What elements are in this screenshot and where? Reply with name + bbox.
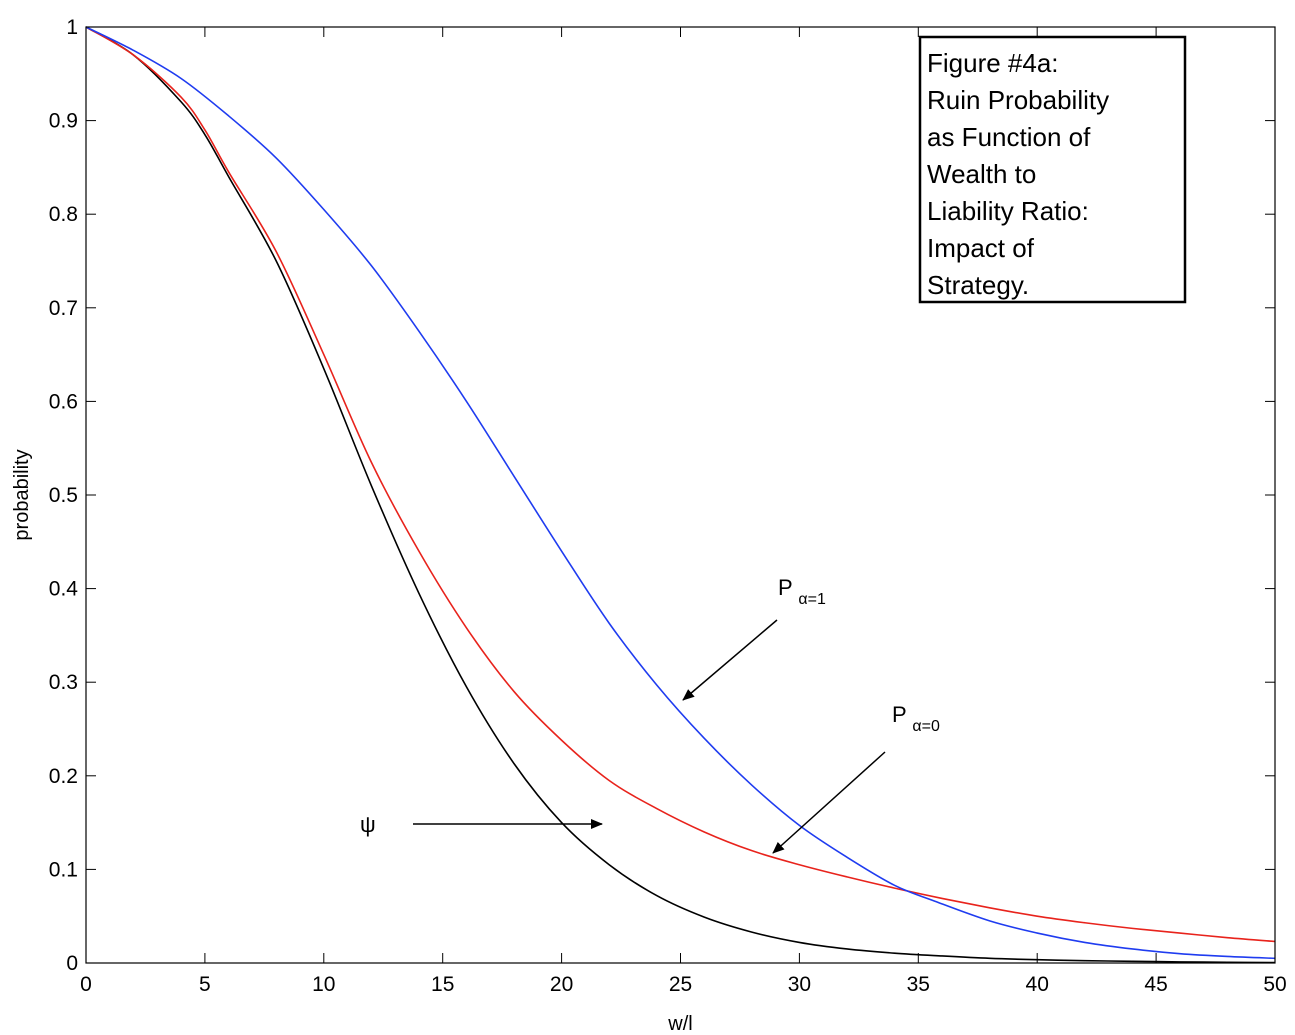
y-tick-label: 0.3 — [49, 671, 78, 694]
x-axis-label: w/l — [667, 1013, 692, 1035]
x-tick-label: 35 — [907, 973, 930, 996]
annotation-p-alpha-1-main: P — [778, 575, 792, 600]
y-tick-label: 0.8 — [49, 203, 78, 226]
svg-text:P α=0: P α=0 — [892, 702, 940, 735]
annotation-psi: ψ — [360, 812, 603, 837]
y-axis-label: probability — [11, 449, 33, 540]
x-tick-label: 25 — [669, 973, 692, 996]
caption-line: Liability Ratio: — [927, 196, 1089, 226]
y-tick-label: 0.5 — [49, 484, 78, 507]
y-tick-label: 1 — [66, 16, 78, 39]
y-tick-label: 0 — [66, 952, 78, 975]
x-tick-label: 40 — [1026, 973, 1049, 996]
x-tick-label: 10 — [312, 973, 335, 996]
annotation-p-alpha-0: P α=0 — [772, 702, 940, 854]
annotation-psi-label: ψ — [360, 812, 376, 837]
series-line-p-alpha-1 — [85, 26, 1276, 960]
annotation-p-alpha-1-subscript: α=1 — [798, 591, 826, 608]
x-tick-label: 50 — [1263, 973, 1286, 996]
caption-line: Figure #4a: — [927, 48, 1059, 78]
caption-line: Ruin Probability — [927, 85, 1109, 115]
annotation-p-alpha-0-subscript: α=0 — [912, 718, 940, 735]
y-tick-label: 0.7 — [49, 297, 78, 320]
x-tick-label: 15 — [431, 973, 454, 996]
x-tick-label: 30 — [788, 973, 811, 996]
series-line-p-alpha-0 — [85, 26, 1276, 943]
y-tick-label: 0.1 — [49, 858, 78, 881]
annotation-p-alpha-0-main: P — [892, 702, 906, 727]
x-tick-label: 0 — [80, 973, 92, 996]
annotation-p-alpha-1: P α=1 — [682, 575, 826, 701]
caption-line: Strategy. — [927, 270, 1029, 300]
series-lines — [85, 26, 1276, 964]
axis-tick-labels: 0 5 10 15 20 25 30 35 40 45 50 0 0.1 0.2 0.3 0.4 0.5 0.6 0… — [49, 16, 1287, 996]
x-tick-label: 20 — [550, 973, 573, 996]
y-tick-label: 0.6 — [49, 390, 78, 413]
y-tick-label: 0.4 — [49, 578, 79, 601]
axis-ticks — [85, 26, 1276, 964]
series-line-psi — [85, 26, 1276, 964]
arrow-p-alpha-0 — [772, 751, 886, 854]
caption-line: as Function of — [927, 122, 1091, 152]
caption-line: Impact of — [927, 233, 1035, 263]
y-tick-label: 0.2 — [49, 765, 78, 788]
svg-text:P α=1: P α=1 — [778, 575, 826, 608]
figure-caption-box: Figure #4a: Ruin Probability as Function o… — [918, 35, 1187, 304]
arrow-p-alpha-1 — [682, 619, 778, 701]
x-tick-label: 5 — [199, 973, 211, 996]
x-tick-label: 45 — [1144, 973, 1167, 996]
y-tick-label: 0.9 — [49, 110, 78, 133]
caption-line: Wealth to — [927, 159, 1036, 189]
